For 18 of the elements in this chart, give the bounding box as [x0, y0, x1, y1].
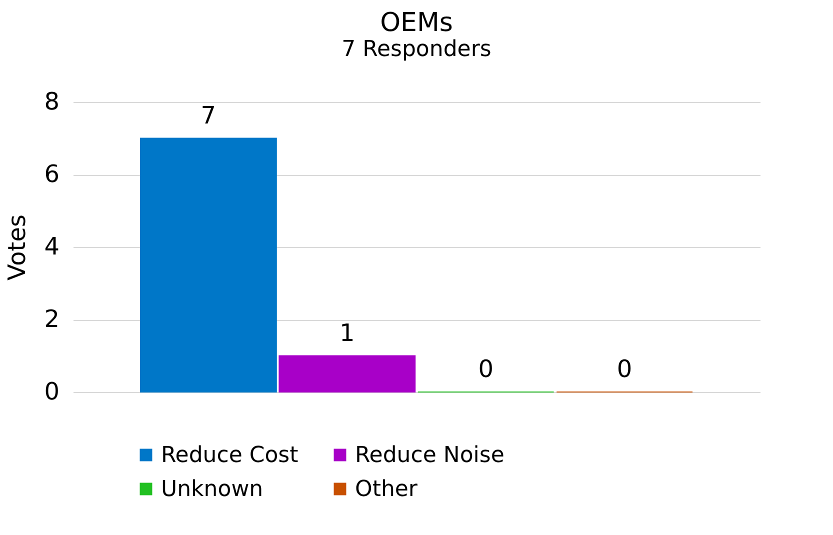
bar	[278, 355, 416, 392]
y-tick-label: 4	[44, 232, 60, 260]
data-label: 7	[200, 101, 216, 130]
legend-label: Other	[355, 477, 418, 502]
bar	[140, 138, 277, 392]
y-axis-title: Votes	[3, 214, 32, 280]
y-tick-label: 8	[44, 88, 60, 116]
legend-label: Reduce Noise	[355, 443, 504, 468]
legend-label: Unknown	[161, 477, 264, 502]
y-tick-label: 6	[44, 160, 60, 188]
data-label: 0	[616, 355, 632, 383]
data-label: 1	[340, 318, 355, 347]
legend-label: Reduce Cost	[161, 443, 299, 468]
y-tick-label: 0	[44, 378, 60, 406]
data-label: 0	[478, 355, 494, 383]
y-tick-label: 2	[44, 305, 60, 333]
chart-subtitle: 7 Responders	[342, 37, 492, 62]
chart-title: OEMs	[380, 8, 453, 38]
